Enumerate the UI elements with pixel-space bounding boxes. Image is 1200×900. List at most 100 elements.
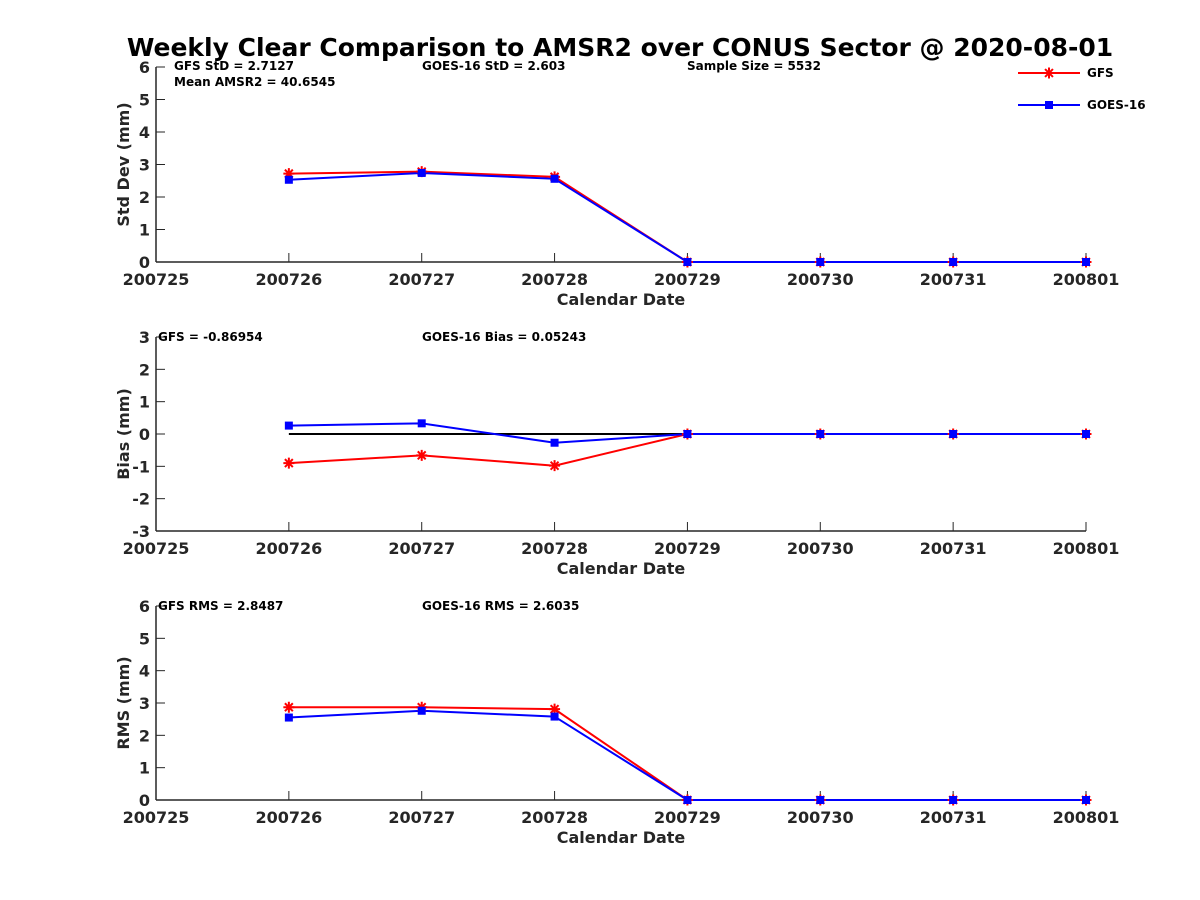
data-point-gfs: [549, 460, 561, 472]
x-tick-label: 200726: [255, 270, 322, 289]
x-tick-label: 200725: [123, 270, 190, 289]
x-tick-label: 200727: [388, 808, 455, 827]
stat-annotation: GFS = -0.86954: [158, 330, 263, 344]
series-line-gfs: [288, 706, 1086, 801]
y-tick-label: -3: [132, 522, 150, 541]
y-tick-label: 6: [139, 58, 150, 77]
data-point-gfs: [283, 701, 295, 713]
data-point-goes-16: [683, 258, 692, 266]
x-tick-label: 200731: [920, 539, 987, 558]
data-point-gfs: [283, 168, 295, 180]
data-point-goes-16: [550, 712, 559, 721]
stat-annotation: GOES-16 StD = 2.603: [422, 59, 565, 73]
stat-annotation: Mean AMSR2 = 40.6545: [174, 75, 335, 89]
panel-3: 0 1 2 3 4 5 6 200725 200726 200727 200728 200729 200…: [114, 597, 1119, 847]
y-tick-label: 0: [139, 791, 150, 810]
stat-annotation: GFS StD = 2.7127: [174, 59, 294, 73]
y-tick-label: 0: [139, 253, 150, 272]
y-axis-label: RMS (mm): [114, 656, 133, 749]
data-point-goes-16: [284, 713, 293, 722]
data-point-gfs: [416, 449, 428, 461]
x-tick-label: 200801: [1053, 539, 1120, 558]
y-tick-label: 0: [139, 425, 150, 444]
x-tick-label: 200731: [920, 270, 987, 289]
y-tick-label: 2: [139, 726, 150, 745]
y-tick-label: 5: [139, 629, 150, 648]
stat-annotation: GOES-16 RMS = 2.6035: [422, 599, 579, 613]
data-point-goes-16: [550, 438, 559, 447]
data-point-goes-16: [816, 430, 825, 438]
chart-title: Weekly Clear Comparison to AMSR2 over CO…: [127, 33, 1113, 62]
data-point-goes-16: [949, 430, 958, 438]
x-tick-label: 200729: [654, 539, 721, 558]
x-tick-label: 200728: [521, 270, 588, 289]
data-point-goes-16: [816, 796, 825, 804]
data-point-goes-16: [683, 796, 692, 804]
x-tick-label: 200728: [521, 539, 588, 558]
data-point-goes-16: [1082, 796, 1090, 804]
x-tick-label: 200725: [123, 539, 190, 558]
y-tick-label: -2: [132, 490, 150, 509]
data-point-goes-16: [284, 421, 293, 430]
x-tick-label: 200727: [388, 270, 455, 289]
x-tick-label: 200727: [388, 539, 455, 558]
legend-label-goes-16: GOES-16: [1087, 98, 1146, 112]
data-point-goes-16: [1082, 430, 1090, 438]
x-tick-label: 200728: [521, 808, 588, 827]
x-tick-label: 200726: [255, 539, 322, 558]
x-tick-label: 200730: [787, 539, 854, 558]
data-point-goes-16: [816, 258, 825, 266]
y-tick-label: 6: [139, 597, 150, 616]
y-tick-label: 3: [139, 694, 150, 713]
x-axis-label: Calendar Date: [557, 290, 686, 309]
x-tick-label: 200726: [255, 808, 322, 827]
x-tick-label: 200801: [1053, 270, 1120, 289]
legend-label-gfs: GFS: [1087, 66, 1114, 80]
y-tick-label: 2: [139, 360, 150, 379]
panel-1: 0 1 2 3 4 5 6 200725 200726 200727 200728 200729 200…: [114, 58, 1119, 309]
series-line-goes-16: [288, 709, 1086, 801]
data-point-goes-16: [949, 258, 958, 266]
x-tick-label: 200729: [654, 808, 721, 827]
x-tick-label: 200801: [1053, 808, 1120, 827]
x-tick-label: 200725: [123, 808, 190, 827]
x-tick-label: 200730: [787, 270, 854, 289]
legend: GFS GOES-16: [1018, 66, 1146, 112]
x-tick-label: 200729: [654, 270, 721, 289]
y-tick-label: 2: [139, 188, 150, 207]
x-axis-label: Calendar Date: [557, 828, 686, 847]
data-point-goes-16: [417, 706, 426, 715]
data-point-goes-16: [550, 174, 559, 183]
y-axis-label: Bias (mm): [114, 388, 133, 480]
series-line-goes-16: [288, 171, 1086, 263]
y-tick-label: 1: [139, 759, 150, 778]
stat-annotation: Sample Size = 5532: [687, 59, 821, 73]
data-point-goes-16: [417, 168, 426, 177]
data-point-goes-16: [949, 796, 958, 804]
stat-annotation: GFS RMS = 2.8487: [158, 599, 283, 613]
y-tick-label: 4: [139, 662, 150, 681]
legend-marker-gfs: [1043, 67, 1055, 79]
data-point-goes-16: [417, 419, 426, 428]
y-tick-label: 3: [139, 328, 150, 347]
data-point-gfs: [549, 703, 561, 715]
y-tick-label: 1: [139, 221, 150, 240]
panel-2: -3 -2 -1 0 1 2 3 200725 200726 200727 200728 200729…: [114, 328, 1119, 578]
series-line-gfs: [288, 170, 1086, 263]
y-tick-label: 4: [139, 123, 150, 142]
y-tick-label: 1: [139, 393, 150, 412]
x-tick-label: 200731: [920, 808, 987, 827]
data-point-gfs: [283, 457, 295, 469]
legend-marker-goes-16: [1045, 101, 1053, 109]
y-tick-label: -1: [132, 457, 150, 476]
y-axis-label: Std Dev (mm): [114, 102, 133, 226]
stat-annotation: GOES-16 Bias = 0.05243: [422, 330, 586, 344]
x-axis-label: Calendar Date: [557, 559, 686, 578]
data-point-goes-16: [683, 430, 692, 438]
y-tick-label: 3: [139, 156, 150, 175]
y-tick-label: 5: [139, 91, 150, 110]
data-point-goes-16: [284, 175, 293, 184]
data-point-goes-16: [1082, 258, 1090, 266]
